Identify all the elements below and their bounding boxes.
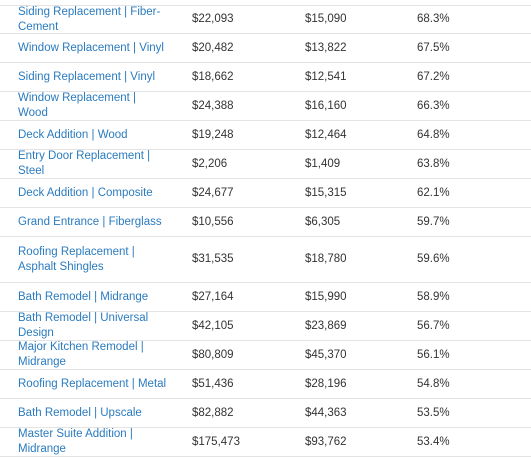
project-link[interactable]: Bath Remodel | Upscale xyxy=(18,406,142,419)
project-link[interactable]: Entry Door Replacement | Steel xyxy=(18,150,151,177)
resale-value-cell: $6,305 xyxy=(305,215,341,228)
table-row: Bath Remodel | Universal Design $42,105 … xyxy=(0,312,531,341)
table-row: Siding Replacement | Vinyl $18,662 $12,5… xyxy=(0,63,531,92)
cost-recouped-cell: 53.5% xyxy=(417,406,450,419)
project-link[interactable]: Window Replacement | Vinyl xyxy=(18,41,164,54)
cost-recouped-cell: 59.6% xyxy=(417,253,450,265)
cost-recouped-cell: 62.1% xyxy=(417,186,450,199)
cost-recouped-cell: 68.3% xyxy=(417,13,450,25)
job-cost-cell: $20,482 xyxy=(192,41,234,54)
project-link[interactable]: Master Suite Addition | Midrange xyxy=(18,428,133,455)
resale-value-cell: $93,762 xyxy=(305,435,347,448)
cost-recouped-cell: 67.5% xyxy=(417,41,450,54)
project-link[interactable]: Bath Remodel | Midrange xyxy=(18,290,149,303)
resale-value-cell: $44,363 xyxy=(305,406,347,419)
resale-value-cell: $12,464 xyxy=(305,128,347,141)
job-cost-cell: $27,164 xyxy=(192,290,234,303)
table-row: Bath Remodel | Upscale $82,882 $44,363 5… xyxy=(0,399,531,428)
resale-value-cell: $15,990 xyxy=(305,290,347,303)
cost-recouped-cell: 53.4% xyxy=(417,435,450,448)
job-cost-cell: $42,105 xyxy=(192,319,234,332)
cost-recouped-cell: 59.7% xyxy=(417,215,450,228)
resale-value-cell: $15,315 xyxy=(305,186,347,199)
resale-value-cell: $1,409 xyxy=(305,157,341,170)
resale-value-cell: $12,541 xyxy=(305,70,347,83)
resale-value-cell: $28,196 xyxy=(305,377,347,390)
project-link[interactable]: Bath Remodel | Universal Design xyxy=(18,312,149,339)
table-row: Grand Entrance | Fiberglass $10,556 $6,3… xyxy=(0,208,531,237)
cost-recouped-cell: 67.2% xyxy=(417,70,450,83)
cost-recouped-cell: 58.9% xyxy=(417,290,450,303)
table-row: Roofing Replacement | Metal $51,436 $28,… xyxy=(0,370,531,399)
cost-recouped-cell: 56.1% xyxy=(417,348,450,361)
cost-recouped-cell: 63.8% xyxy=(417,157,450,170)
project-link[interactable]: Siding Replacement | Vinyl xyxy=(18,70,156,83)
cost-recouped-cell: 56.7% xyxy=(417,319,450,332)
table-row: Window Replacement | Vinyl $20,482 $13,8… xyxy=(0,34,531,63)
job-cost-cell: $10,556 xyxy=(192,215,234,228)
resale-value-cell: $16,160 xyxy=(305,99,347,112)
job-cost-cell: $18,662 xyxy=(192,70,234,83)
cost-vs-value-table: Siding Replacement | Fiber-Cement $22,09… xyxy=(0,5,531,457)
table-row: Deck Addition | Wood $19,248 $12,464 64.… xyxy=(0,121,531,150)
project-link[interactable]: Window Replacement | Wood xyxy=(18,92,137,119)
project-link[interactable]: Major Kitchen Remodel | Midrange xyxy=(18,341,144,368)
job-cost-cell: $175,473 xyxy=(192,435,240,448)
resale-value-cell: $15,090 xyxy=(305,13,347,25)
project-link[interactable]: Deck Addition | Wood xyxy=(18,128,128,141)
table-row: Bath Remodel | Midrange $27,164 $15,990 … xyxy=(0,283,531,312)
resale-value-cell: $13,822 xyxy=(305,41,347,54)
job-cost-cell: $31,535 xyxy=(192,253,234,265)
table-row: Major Kitchen Remodel | Midrange $80,809… xyxy=(0,341,531,370)
cost-recouped-cell: 64.8% xyxy=(417,128,450,141)
job-cost-cell: $24,388 xyxy=(192,99,234,112)
table-row: Window Replacement | Wood $24,388 $16,16… xyxy=(0,92,531,121)
project-link[interactable]: Siding Replacement | Fiber-Cement xyxy=(18,5,161,33)
table-row: Siding Replacement | Fiber-Cement $22,09… xyxy=(0,5,531,34)
table-row: Roofing Replacement | Asphalt Shingles $… xyxy=(0,237,531,283)
cost-recouped-cell: 54.8% xyxy=(417,377,450,390)
project-link[interactable]: Roofing Replacement | Asphalt Shingles xyxy=(18,245,135,273)
project-link[interactable]: Grand Entrance | Fiberglass xyxy=(18,215,162,228)
table-row: Master Suite Addition | Midrange $175,47… xyxy=(0,428,531,457)
project-link[interactable]: Roofing Replacement | Metal xyxy=(18,377,167,390)
job-cost-cell: $2,206 xyxy=(192,157,228,170)
job-cost-cell: $24,677 xyxy=(192,186,234,199)
cost-recouped-cell: 66.3% xyxy=(417,99,450,112)
job-cost-cell: $19,248 xyxy=(192,128,234,141)
table-row: Entry Door Replacement | Steel $2,206 $1… xyxy=(0,150,531,179)
job-cost-cell: $82,882 xyxy=(192,406,234,419)
job-cost-cell: $80,809 xyxy=(192,348,234,361)
resale-value-cell: $45,370 xyxy=(305,348,347,361)
project-link[interactable]: Deck Addition | Composite xyxy=(18,186,153,199)
table-row: Deck Addition | Composite $24,677 $15,31… xyxy=(0,179,531,208)
resale-value-cell: $23,869 xyxy=(305,319,347,332)
job-cost-cell: $51,436 xyxy=(192,377,234,390)
resale-value-cell: $18,780 xyxy=(305,253,347,265)
job-cost-cell: $22,093 xyxy=(192,13,234,25)
